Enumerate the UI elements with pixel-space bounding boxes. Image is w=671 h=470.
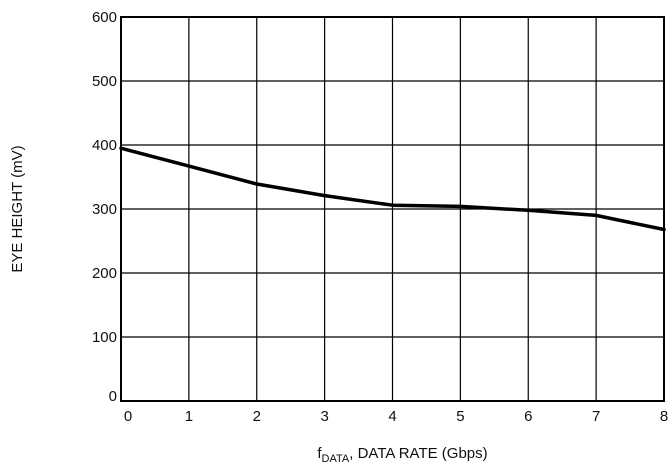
x-tick-label-8: 8 [660, 408, 668, 425]
y-tick-labels: 0 100 200 300 400 500 600 [92, 9, 117, 405]
y-tick-label-4: 400 [92, 137, 117, 154]
x-tick-label-3: 3 [320, 408, 328, 425]
x-axis-label-subscript: DATA [322, 453, 350, 465]
x-tick-label-6: 6 [524, 408, 532, 425]
x-tick-labels: 0 1 2 3 4 5 6 7 8 [124, 408, 668, 425]
series-line [119, 146, 666, 232]
x-axis-label-main: f [317, 445, 322, 462]
x-tick-label-1: 1 [185, 408, 193, 425]
y-tick-label-3: 300 [92, 201, 117, 218]
grid [120, 16, 665, 402]
y-tick-label-2: 200 [92, 265, 117, 282]
x-tick-label-4: 4 [388, 408, 396, 425]
x-axis-label-rest: , DATA RATE (Gbps) [349, 445, 487, 462]
plot-frame [120, 16, 665, 402]
x-tick-label-7: 7 [592, 408, 600, 425]
x-axis-label: fDATA, DATA RATE (Gbps) [317, 445, 487, 465]
y-tick-label-1: 100 [92, 329, 117, 346]
y-tick-label-6: 600 [92, 9, 117, 26]
y-axis-label: EYE HEIGHT (mV) [9, 145, 26, 272]
x-tick-label-5: 5 [456, 408, 464, 425]
y-tick-label-5: 500 [92, 73, 117, 90]
x-tick-label-0: 0 [124, 408, 132, 425]
y-tick-label-0: 0 [109, 388, 117, 405]
x-tick-label-2: 2 [253, 408, 261, 425]
